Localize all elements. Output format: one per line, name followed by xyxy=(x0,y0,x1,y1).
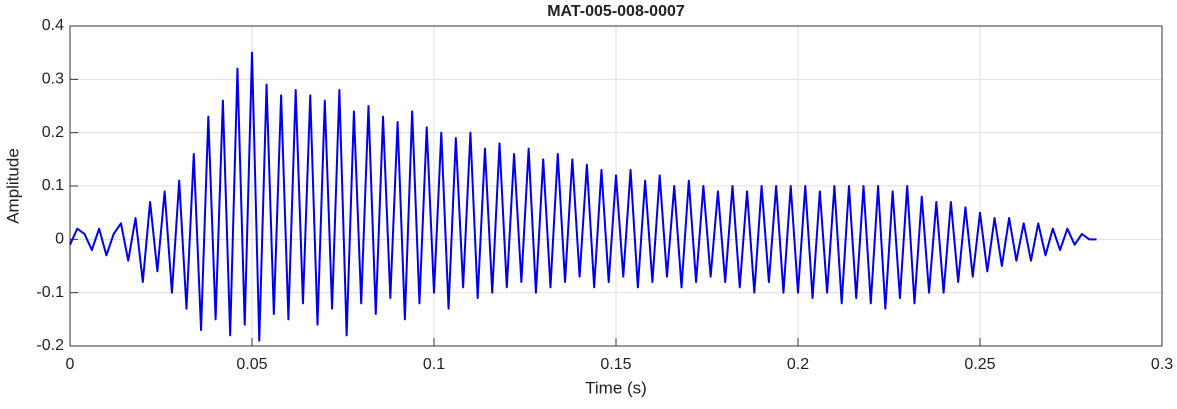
y-tick-label: 0 xyxy=(55,231,64,248)
x-tick-label: 0.1 xyxy=(423,356,445,373)
x-tick-label: 0 xyxy=(66,356,75,373)
waveform-line xyxy=(69,51,1097,342)
y-axis-label: Amplitude xyxy=(3,148,22,224)
y-tick-label: 0.4 xyxy=(42,17,64,34)
x-tick-label: 0.2 xyxy=(787,356,809,373)
x-tick-label: 0.3 xyxy=(1151,356,1173,373)
x-tick-label: 0.05 xyxy=(236,356,267,373)
x-tick-label: 0.25 xyxy=(964,356,995,373)
plot-frame xyxy=(69,25,1163,347)
y-tick-label: -0.2 xyxy=(36,337,64,354)
x-tick-label: 0.15 xyxy=(600,356,631,373)
y-tick-label: 0.1 xyxy=(42,177,64,194)
y-tick-label: 0.3 xyxy=(42,71,64,88)
x-axis-label: Time (s) xyxy=(585,378,647,397)
y-tick-label: -0.1 xyxy=(36,284,64,301)
y-tick-label: 0.2 xyxy=(42,124,64,141)
chart-title: MAT-005-008-0007 xyxy=(547,3,685,20)
